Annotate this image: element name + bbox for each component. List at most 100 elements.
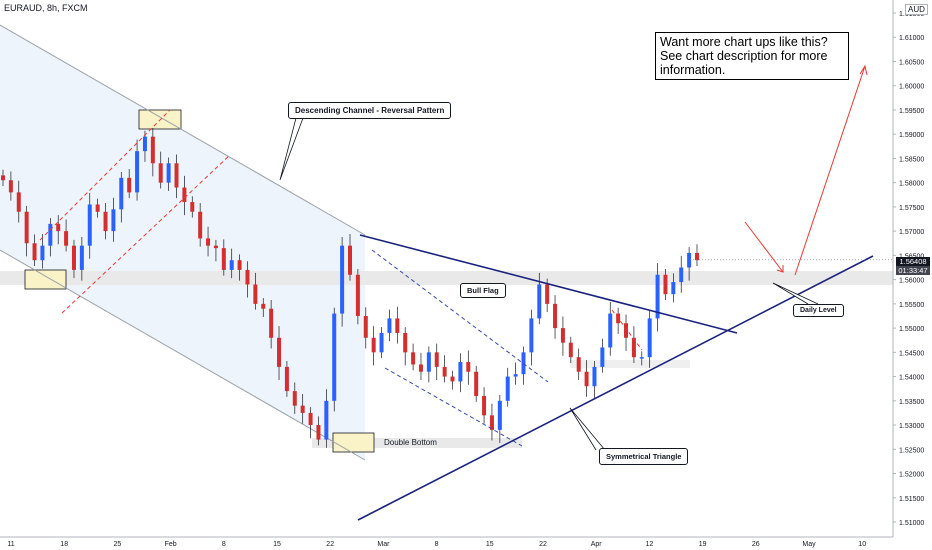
candle-body: [95, 204, 100, 212]
y-tick-label: 1.61000: [899, 35, 924, 42]
candle-body: [56, 223, 61, 232]
candle-body: [695, 252, 699, 261]
x-tick-label: 22: [539, 541, 547, 548]
candle-body: [403, 332, 408, 353]
y-tick-label: 1.56500: [899, 253, 924, 260]
promo-line-3: information.: [660, 63, 726, 77]
x-tick-label: 22: [326, 541, 334, 548]
daily-level-zone: [0, 271, 893, 285]
candle-body: [608, 313, 613, 348]
red-dashed-pullback: [611, 309, 643, 351]
candle-body: [308, 412, 313, 426]
y-tick-label: 1.55500: [899, 302, 924, 309]
symmetrical-triangle-callout: Symmetrical Triangle: [599, 448, 689, 465]
double-bottom-box: [332, 432, 375, 453]
candle-body: [245, 269, 250, 285]
channel-pointer: [279, 117, 304, 181]
candle-body: [553, 303, 558, 329]
candle-body: [87, 204, 92, 246]
candle-body: [655, 274, 660, 319]
candle-body: [639, 357, 644, 359]
descending-channel-callout: Descending Channel - Reversal Pattern: [288, 102, 452, 119]
candle-body: [316, 425, 321, 440]
daily-level-pointer: [772, 282, 819, 305]
candle-body: [687, 252, 692, 268]
candle-body: [166, 163, 171, 183]
y-tick-label: 1.55000: [899, 326, 924, 333]
x-tick-label: 15: [273, 541, 281, 548]
candle-body: [474, 371, 479, 396]
candle-body: [624, 323, 629, 338]
candle-body: [340, 245, 345, 314]
candle-body: [600, 347, 605, 367]
candle-body: [355, 274, 360, 316]
y-tick-label: 1.51500: [899, 496, 924, 503]
candle-body: [150, 136, 155, 164]
candle-body: [261, 303, 266, 309]
candle-body: [482, 395, 487, 416]
candle-body: [679, 267, 684, 283]
y-tick-label: 1.56000: [899, 278, 924, 285]
y-tick-label: 1.60000: [899, 84, 924, 91]
candle-body: [387, 318, 392, 333]
x-tick-label: Feb: [165, 541, 177, 548]
promo-note: Want more chart ups like this? See chart…: [655, 32, 849, 80]
candle-body: [206, 238, 211, 246]
symbol-title: EURAUD, 8h, FXCM: [4, 3, 88, 13]
pullback-arrow: [744, 221, 784, 273]
candle-body: [253, 284, 258, 304]
candle-body: [111, 209, 116, 232]
candle-body: [324, 400, 329, 440]
x-tick-label: 8: [222, 541, 226, 548]
candle-body: [300, 405, 305, 413]
y-tick-label: 1.57500: [899, 205, 924, 212]
red-dashed-lower: [61, 154, 231, 314]
x-tick-label: Apr: [591, 541, 603, 548]
y-tick-label: 1.52500: [899, 447, 924, 454]
candle-body: [1, 175, 5, 181]
candle-body: [418, 364, 423, 372]
y-tick-label: 1.57000: [899, 229, 924, 236]
candle-body: [229, 260, 234, 270]
y-tick-label: 1.59500: [899, 108, 924, 115]
candle-body: [592, 366, 597, 387]
y-tick-label: 1.60500: [899, 59, 924, 66]
x-tick-label: Mar: [377, 541, 390, 548]
candle-body: [40, 245, 45, 261]
red-dashed-upper: [39, 109, 171, 241]
x-tick-label: 8: [435, 541, 439, 548]
candle-body: [537, 284, 542, 319]
flag-lower-line: [384, 367, 523, 447]
promo-line-1: Want more chart ups like this?: [660, 35, 828, 49]
countdown-tag: 01:33:47: [896, 266, 930, 275]
candle-body: [24, 211, 29, 244]
x-tick-label: May: [802, 541, 816, 548]
candle-body: [64, 231, 69, 246]
candle-body: [277, 337, 282, 367]
last-price-tag: 1.56408: [896, 257, 930, 266]
swing-low-box: [24, 269, 67, 290]
currency-label: AUD: [905, 4, 928, 15]
candle-body: [663, 274, 668, 295]
y-tick-label: 1.51000: [899, 520, 924, 527]
x-tick-label: 25: [114, 541, 122, 548]
candle-body: [32, 243, 37, 261]
candle-body: [198, 211, 203, 239]
candle-body: [466, 362, 471, 372]
candle-body: [237, 260, 242, 270]
candle-body: [647, 318, 652, 358]
candle-body: [16, 192, 21, 212]
candle-body: [426, 352, 431, 372]
candle-body: [395, 318, 400, 333]
candle-body: [213, 245, 218, 249]
candle-body: [371, 337, 376, 353]
triangle-lower-line: [357, 255, 874, 521]
candle-body: [348, 245, 352, 275]
candle-body: [379, 332, 384, 353]
candle-body: [450, 376, 455, 382]
double-bottom-zone: [312, 438, 522, 448]
y-tick-label: 1.59000: [899, 132, 924, 139]
y-tick-label: 1.54500: [899, 350, 924, 357]
candle-body: [103, 211, 108, 232]
